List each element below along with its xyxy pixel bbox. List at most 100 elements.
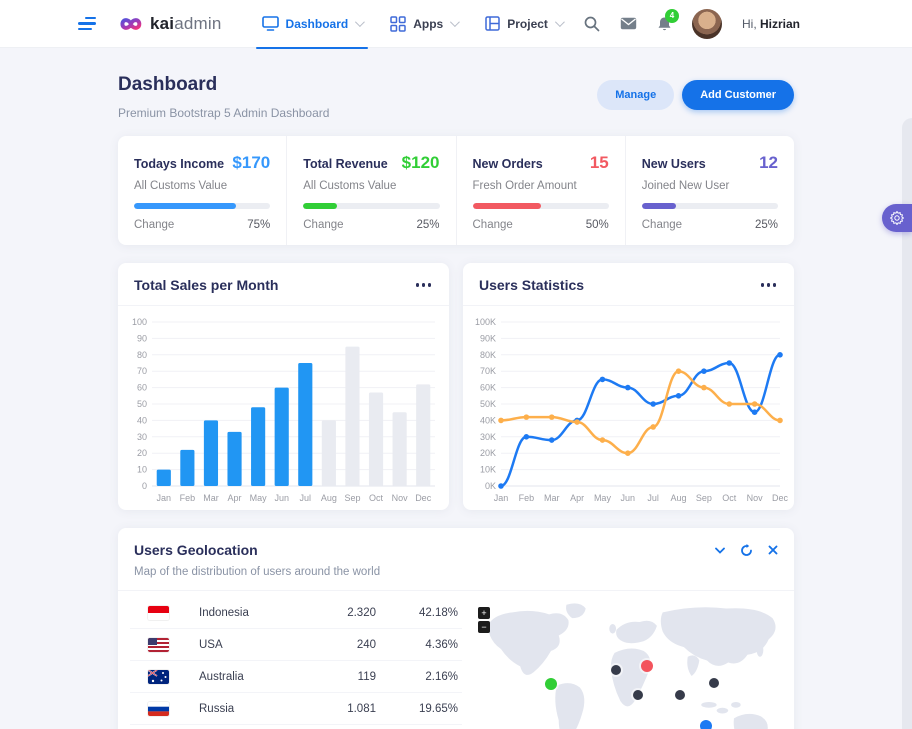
- stat-title: New Users: [641, 157, 706, 171]
- svg-text:May: May: [594, 493, 612, 503]
- geolocation-title: Users Geolocation: [134, 542, 258, 558]
- change-value: 25%: [754, 219, 778, 231]
- stat-value: $170: [232, 153, 271, 172]
- svg-text:Jan: Jan: [494, 493, 509, 503]
- svg-text:10: 10: [137, 465, 147, 475]
- svg-text:Jun: Jun: [274, 493, 289, 503]
- settings-gear-button[interactable]: [882, 204, 912, 232]
- country-value: 119: [357, 670, 376, 683]
- change-value: 50%: [585, 219, 609, 231]
- svg-text:Jun: Jun: [621, 493, 636, 503]
- flag-usa-icon: [148, 637, 169, 652]
- chevron-down-icon: [554, 17, 565, 28]
- chevron-down-icon: [355, 17, 366, 28]
- country-value: 1.081: [347, 702, 376, 715]
- table-row-russia[interactable]: Russia 1.081 19.65%: [130, 693, 462, 725]
- refresh-icon[interactable]: [740, 543, 753, 557]
- world-map-shape: [487, 603, 776, 729]
- table-row-indonesia[interactable]: Indonesia 2.320 42.18%: [130, 597, 462, 629]
- menu-item-apps[interactable]: Apps: [376, 0, 471, 48]
- page-header: Dashboard Premium Bootstrap 5 Admin Dash…: [118, 48, 794, 120]
- search-icon[interactable]: [584, 16, 600, 32]
- map-marker[interactable]: [708, 678, 719, 689]
- svg-text:May: May: [250, 493, 268, 503]
- svg-text:70K: 70K: [480, 366, 496, 376]
- map-marker[interactable]: [610, 664, 621, 675]
- svg-text:50: 50: [137, 399, 147, 409]
- brand-bold: kai: [150, 13, 175, 33]
- monitor-icon: [261, 16, 279, 31]
- svg-text:10K: 10K: [480, 465, 496, 475]
- stats-cards: Todays Income $170 All Customs Value Cha…: [118, 136, 794, 245]
- menu-item-project[interactable]: Project: [471, 0, 576, 48]
- map-marker[interactable]: [632, 690, 643, 701]
- geolocation-subtitle: Map of the distribution of users around …: [134, 566, 381, 578]
- svg-text:90: 90: [137, 333, 147, 343]
- card-menu-icon[interactable]: [759, 279, 779, 291]
- grid-icon: [390, 15, 406, 32]
- svg-text:20K: 20K: [480, 448, 496, 458]
- svg-text:Aug: Aug: [671, 493, 687, 503]
- map-marker[interactable]: [700, 720, 713, 729]
- country-name: Indonesia: [199, 606, 249, 619]
- flag-australia-icon: [148, 669, 169, 684]
- notification-count-badge: 4: [664, 8, 679, 23]
- sidebar-toggle-icon[interactable]: [78, 16, 96, 31]
- logo-mark-icon: [120, 17, 142, 30]
- collapse-chevron-icon[interactable]: [715, 547, 725, 554]
- svg-text:Sep: Sep: [696, 493, 712, 503]
- change-label: Change: [303, 219, 344, 231]
- user-avatar[interactable]: [691, 8, 722, 39]
- map-marker[interactable]: [545, 678, 558, 691]
- world-map[interactable]: + −: [474, 597, 786, 729]
- svg-text:Nov: Nov: [747, 493, 764, 503]
- map-marker[interactable]: [641, 659, 654, 672]
- flag-russia-icon: [148, 701, 169, 716]
- main-menu: Dashboard Apps Project: [248, 0, 576, 49]
- geolocation-table: Indonesia 2.320 42.18% USA 240 4.36% Aus…: [130, 597, 462, 729]
- map-marker[interactable]: [674, 690, 685, 701]
- messages-icon[interactable]: [620, 17, 637, 30]
- stat-card-todays-income: Todays Income $170 All Customs Value Cha…: [118, 136, 286, 245]
- card-menu-icon[interactable]: [414, 279, 434, 291]
- stat-subtitle: Fresh Order Amount: [472, 180, 577, 192]
- stat-title: Todays Income: [134, 157, 225, 171]
- menu-item-dashboard[interactable]: Dashboard: [248, 0, 377, 49]
- map-zoom-out-button[interactable]: −: [478, 621, 490, 633]
- notifications-bell-icon[interactable]: 4: [657, 8, 679, 32]
- brand-name: kaiadmin: [150, 14, 222, 34]
- menu-label: Project: [507, 16, 548, 31]
- menu-label: Apps: [413, 16, 444, 31]
- manage-button[interactable]: Manage: [597, 80, 675, 110]
- svg-text:Mar: Mar: [203, 493, 219, 503]
- user-greeting[interactable]: Hi, Hizrian: [742, 17, 800, 31]
- page-title: Dashboard: [118, 74, 218, 95]
- table-row-china[interactable]: China 1.100 20%: [130, 725, 462, 729]
- chevron-down-icon: [450, 17, 461, 28]
- svg-text:70: 70: [137, 366, 147, 376]
- close-icon[interactable]: [768, 545, 778, 555]
- progress-bar: [303, 203, 440, 209]
- progress-bar: [472, 203, 609, 209]
- stat-value: 15: [589, 153, 609, 172]
- svg-text:50K: 50K: [480, 399, 496, 409]
- svg-text:60: 60: [137, 383, 147, 393]
- users-statistics-card: Users Statistics 0K 10K 20K 30K 40K 50K 60K 70K…: [463, 263, 794, 510]
- top-navbar: kaiadmin Dashboard Apps: [0, 0, 912, 49]
- progress-bar: [641, 203, 778, 209]
- map-zoom-in-button[interactable]: +: [478, 607, 490, 619]
- add-customer-button[interactable]: Add Customer: [682, 80, 794, 110]
- svg-text:Jul: Jul: [300, 493, 312, 503]
- greeting-text: Hi,: [741, 16, 760, 31]
- brand-logo[interactable]: kaiadmin: [114, 13, 222, 35]
- svg-text:Mar: Mar: [544, 493, 560, 503]
- svg-text:Nov: Nov: [392, 493, 409, 503]
- country-name: Russia: [199, 702, 235, 715]
- svg-text:Dec: Dec: [772, 493, 788, 503]
- change-value: 75%: [247, 219, 271, 231]
- table-row-australia[interactable]: Australia 119 2.16%: [130, 661, 462, 693]
- stat-title: New Orders: [472, 157, 543, 171]
- svg-text:40: 40: [137, 415, 147, 425]
- table-row-usa[interactable]: USA 240 4.36%: [130, 629, 462, 661]
- progress-bar: [134, 203, 271, 209]
